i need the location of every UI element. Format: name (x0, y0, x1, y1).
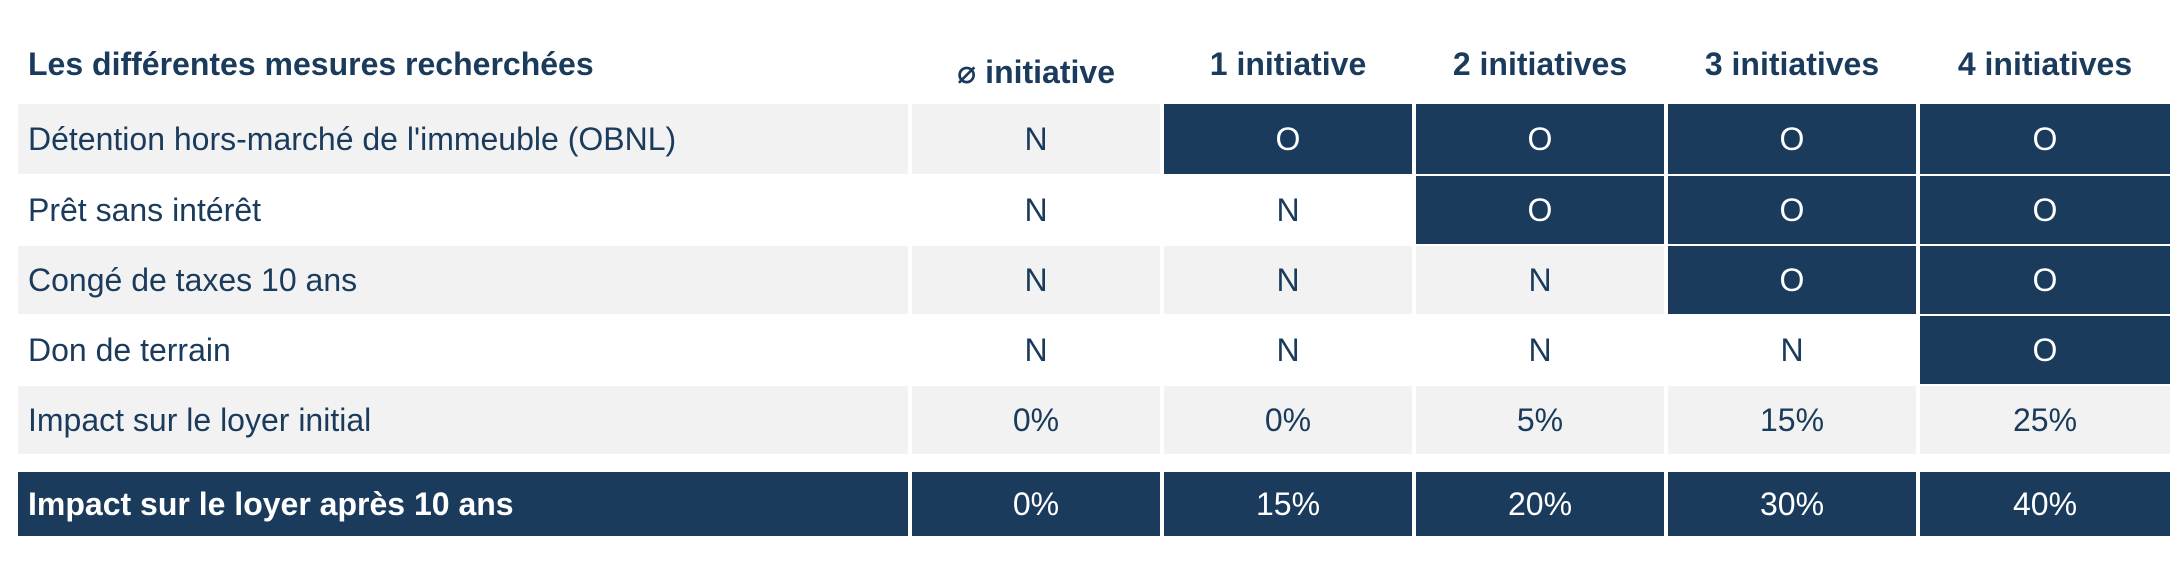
table-cell: N (912, 176, 1160, 244)
table-header-label: Les différentes mesures recherchées (28, 45, 594, 82)
table-cell: O (1668, 104, 1916, 174)
table-row-label: Congé de taxes 10 ans (18, 246, 908, 314)
footer-row-label: Impact sur le loyer après 10 ans (18, 472, 908, 536)
footer-cell: 30% (1668, 472, 1916, 536)
table-cell: N (1416, 246, 1664, 314)
footer-cell: 15% (1164, 472, 1412, 536)
table-cell: 0% (1164, 386, 1412, 454)
table-cell: O (1920, 176, 2170, 244)
table-cell: O (1920, 246, 2170, 314)
table-cell: O (1416, 176, 1664, 244)
table-cell: O (1164, 104, 1412, 174)
table-cell: 5% (1416, 386, 1664, 454)
table-cell: O (1668, 246, 1916, 314)
column-header-3: 3 initiatives (1704, 45, 1880, 82)
table-cell: O (1920, 316, 2170, 384)
column-header-4: 4 initiatives (1957, 45, 2133, 82)
table-cell: N (1164, 246, 1412, 314)
column-header-0: ⌀ initiative (957, 54, 1115, 90)
table-cell: N (912, 246, 1160, 314)
table-cell: N (1416, 316, 1664, 384)
table-cell: O (1920, 104, 2170, 174)
table-row-label: Détention hors-marché de l'immeuble (OBN… (18, 104, 908, 174)
column-header-1: 1 initiative (1209, 45, 1367, 82)
table-cell: O (1416, 104, 1664, 174)
table-cell: 0% (912, 386, 1160, 454)
footer-cell: 20% (1416, 472, 1664, 536)
table-cell: N (912, 316, 1160, 384)
table-cell: N (1668, 316, 1916, 384)
column-header-2: 2 initiatives (1452, 45, 1628, 82)
table-row-label: Prêt sans intérêt (18, 176, 908, 244)
table-row-label: Don de terrain (18, 316, 908, 384)
footer-cell: 0% (912, 472, 1160, 536)
table-cell: 15% (1668, 386, 1916, 454)
table-cell: 25% (1920, 386, 2170, 454)
table-cell: N (1164, 176, 1412, 244)
table-cell: O (1668, 176, 1916, 244)
footer-cell: 40% (1920, 472, 2170, 536)
table-cell: N (1164, 316, 1412, 384)
table-row-label: Impact sur le loyer initial (18, 386, 908, 454)
table-cell: N (912, 104, 1160, 174)
